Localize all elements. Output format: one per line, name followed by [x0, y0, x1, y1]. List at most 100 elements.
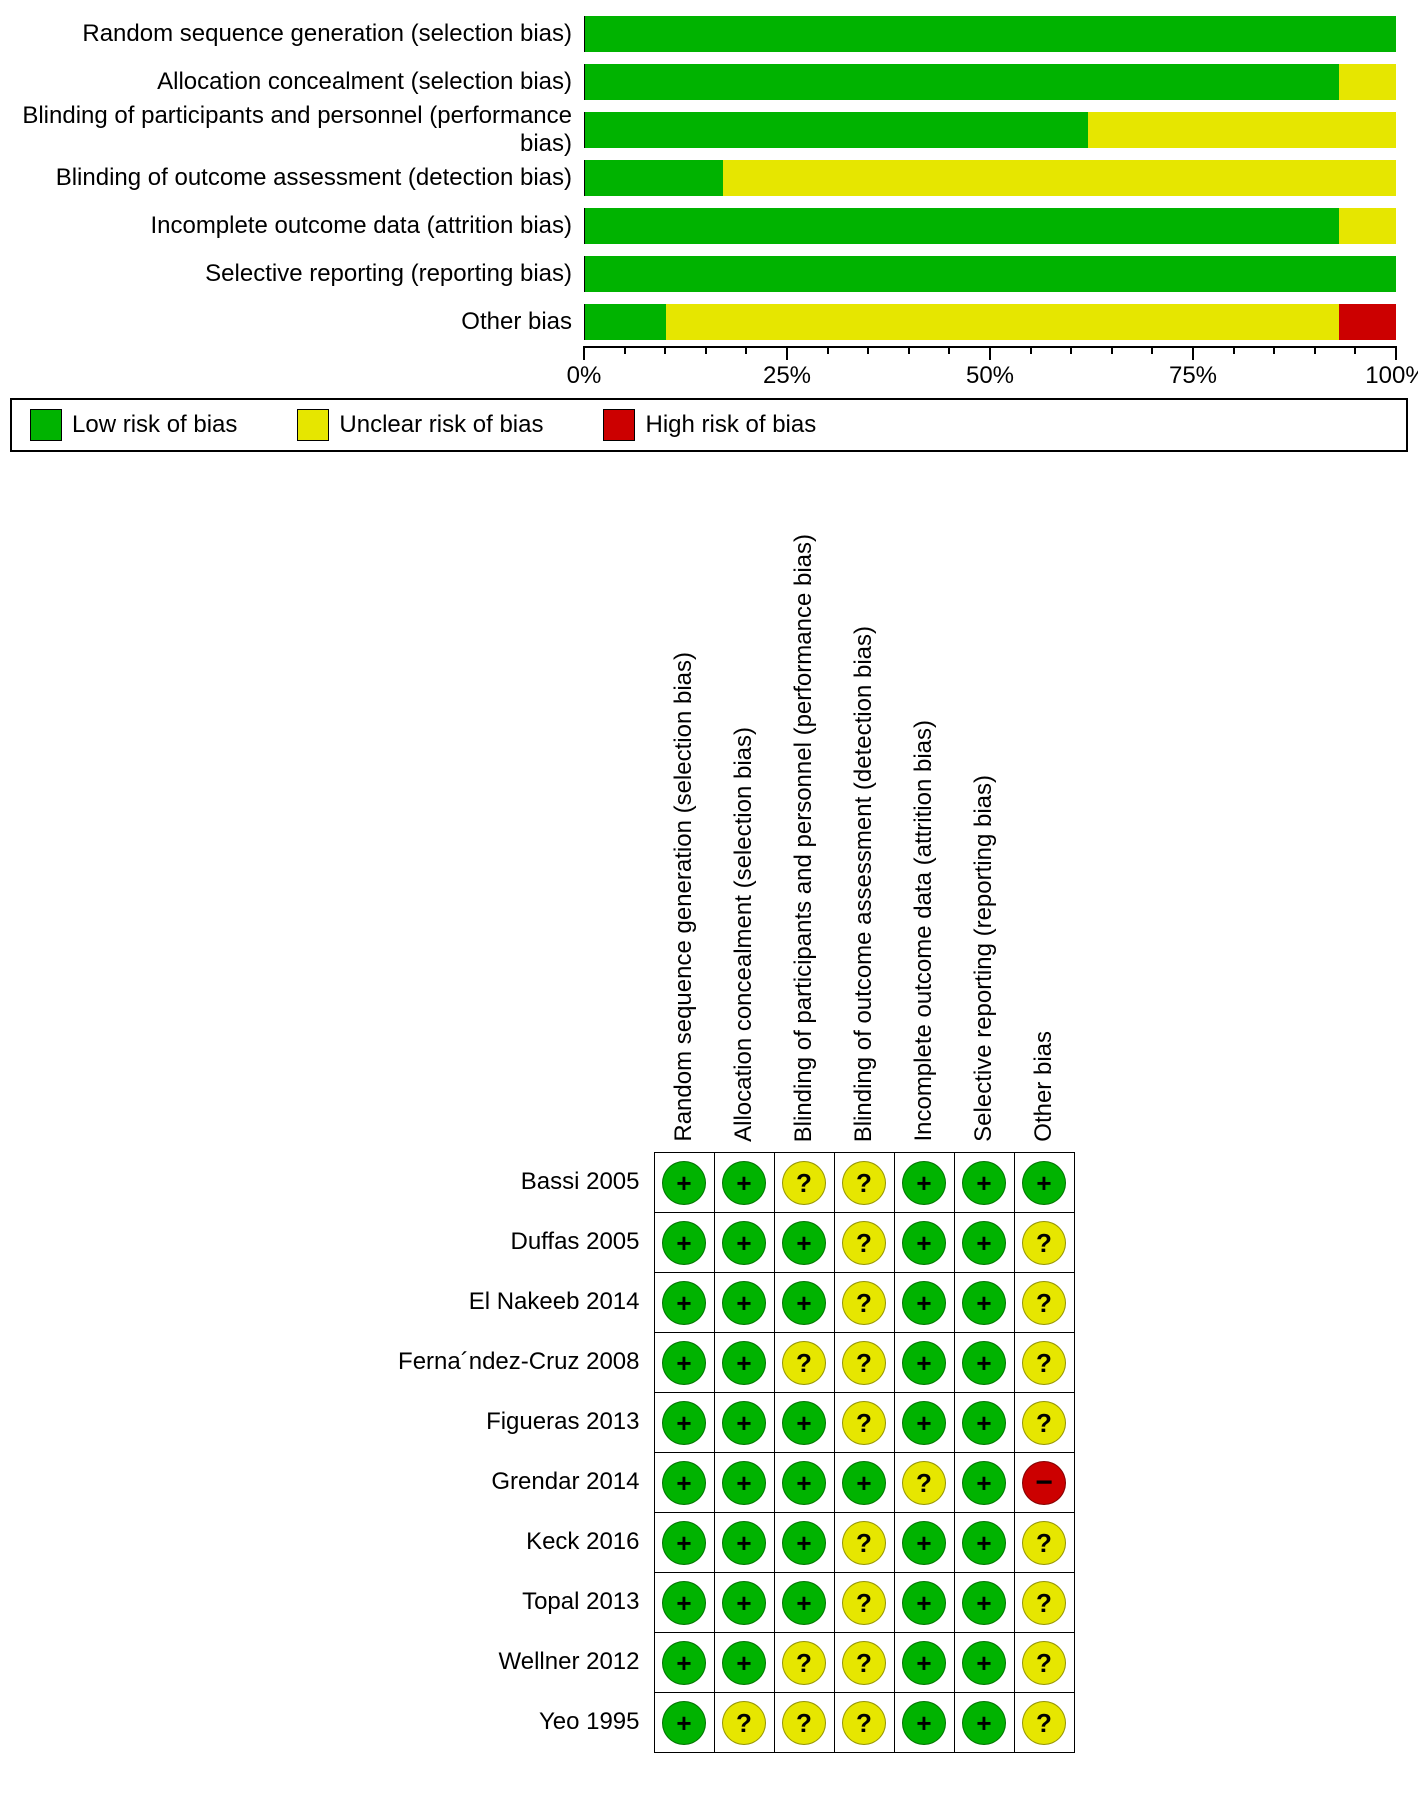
legend-low-label: Low risk of bias: [72, 411, 237, 439]
summary-row-label: Selective reporting (reporting bias): [10, 260, 584, 288]
matrix-cell: [775, 1273, 835, 1333]
risk-dot-low: [962, 1221, 1006, 1265]
matrix-cell: [895, 1153, 955, 1213]
risk-dot-low: [782, 1221, 826, 1265]
summary-row: Selective reporting (reporting bias): [10, 250, 1408, 298]
matrix-cell: [955, 1573, 1015, 1633]
matrix-cell: [715, 1693, 775, 1753]
summary-row: Blinding of outcome assessment (detectio…: [10, 154, 1408, 202]
risk-dot-low: [962, 1341, 1006, 1385]
matrix-cell: [1015, 1633, 1075, 1693]
matrix-cell: [775, 1513, 835, 1573]
matrix-cell: [955, 1693, 1015, 1753]
summary-segment-unclear: [1339, 208, 1396, 244]
matrix-cell: [655, 1153, 715, 1213]
summary-segment-unclear: [723, 160, 1396, 196]
matrix-cell: [655, 1693, 715, 1753]
summary-bar-track: [584, 160, 1396, 196]
summary-bar-track: [584, 112, 1396, 148]
matrix-row-label: Grendar 2014: [344, 1452, 654, 1512]
summary-segment-unclear: [666, 304, 1339, 340]
matrix-cell: [775, 1333, 835, 1393]
legend: Low risk of bias Unclear risk of bias Hi…: [10, 398, 1408, 452]
summary-row-label: Blinding of participants and personnel (…: [10, 102, 584, 158]
matrix-cell: [715, 1633, 775, 1693]
matrix-cell: [955, 1393, 1015, 1453]
matrix-cell: [1015, 1393, 1075, 1453]
risk-dot-unclear: [902, 1461, 946, 1505]
axis-tick-label: 75%: [1169, 362, 1217, 390]
matrix-cell: [1015, 1573, 1075, 1633]
risk-dot-low: [662, 1341, 706, 1385]
risk-dot-low: [722, 1221, 766, 1265]
matrix-row: [655, 1393, 1075, 1453]
matrix-cell: [955, 1333, 1015, 1393]
matrix-cell: [895, 1573, 955, 1633]
summary-segment-low: [585, 64, 1339, 100]
risk-dot-high: [1022, 1461, 1066, 1505]
matrix-cell: [775, 1453, 835, 1513]
matrix-cell: [835, 1393, 895, 1453]
matrix-cell: [955, 1273, 1015, 1333]
risk-dot-unclear: [842, 1581, 886, 1625]
risk-dot-unclear: [1022, 1581, 1066, 1625]
matrix-row: [655, 1273, 1075, 1333]
risk-dot-low: [782, 1281, 826, 1325]
risk-dot-low: [662, 1581, 706, 1625]
matrix-cell: [655, 1213, 715, 1273]
summary-row: Allocation concealment (selection bias): [10, 58, 1408, 106]
summary-row: Random sequence generation (selection bi…: [10, 10, 1408, 58]
risk-dot-unclear: [1022, 1401, 1066, 1445]
matrix-cell: [895, 1693, 955, 1753]
matrix-cell: [715, 1273, 775, 1333]
matrix-cell: [895, 1513, 955, 1573]
risk-dot-low: [902, 1581, 946, 1625]
matrix-row: [655, 1513, 1075, 1573]
risk-dot-low: [782, 1581, 826, 1625]
matrix-cell: [1015, 1213, 1075, 1273]
matrix-column-header: Random sequence generation (selection bi…: [654, 482, 714, 1142]
matrix-row-label: Bassi 2005: [344, 1152, 654, 1212]
matrix-cell: [655, 1333, 715, 1393]
summary-row: Blinding of participants and personnel (…: [10, 106, 1408, 154]
risk-dot-low: [902, 1221, 946, 1265]
risk-dot-low: [962, 1281, 1006, 1325]
risk-of-bias-summary-chart: Random sequence generation (selection bi…: [10, 10, 1408, 452]
matrix-cell: [835, 1513, 895, 1573]
matrix-row-label: Wellner 2012: [344, 1632, 654, 1692]
risk-dot-low: [662, 1521, 706, 1565]
axis-tick-label: 25%: [763, 362, 811, 390]
matrix-cell: [775, 1393, 835, 1453]
axis-tick-label: 0%: [567, 362, 602, 390]
risk-dot-low: [962, 1401, 1006, 1445]
legend-high-label: High risk of bias: [645, 411, 816, 439]
risk-dot-unclear: [1022, 1641, 1066, 1685]
risk-of-bias-matrix: Random sequence generation (selection bi…: [10, 482, 1408, 1753]
matrix-cell: [715, 1573, 775, 1633]
risk-dot-unclear: [782, 1161, 826, 1205]
matrix-row-labels: Bassi 2005Duffas 2005El Nakeeb 2014Ferna…: [344, 1152, 654, 1753]
matrix-row: [655, 1333, 1075, 1393]
risk-dot-low: [722, 1581, 766, 1625]
matrix-column-header-label: Allocation concealment (selection bias): [730, 721, 758, 1142]
matrix-cell: [955, 1453, 1015, 1513]
matrix-column-header-label: Random sequence generation (selection bi…: [670, 646, 698, 1142]
risk-dot-unclear: [842, 1221, 886, 1265]
matrix-cell: [895, 1333, 955, 1393]
summary-segment-high: [1339, 304, 1396, 340]
matrix-column-header-label: Other bias: [1030, 1025, 1058, 1142]
risk-dot-low: [722, 1401, 766, 1445]
legend-swatch-high: [603, 409, 635, 441]
matrix-cell: [655, 1273, 715, 1333]
risk-dot-unclear: [842, 1401, 886, 1445]
matrix-row-label: Duffas 2005: [344, 1212, 654, 1272]
matrix-cell: [655, 1633, 715, 1693]
matrix-row: [655, 1693, 1075, 1753]
matrix-column-header: Selective reporting (reporting bias): [954, 482, 1014, 1142]
risk-dot-low: [722, 1461, 766, 1505]
summary-segment-low: [585, 160, 723, 196]
matrix-cell: [835, 1633, 895, 1693]
risk-dot-low: [722, 1641, 766, 1685]
risk-dot-low: [722, 1341, 766, 1385]
matrix-cell: [955, 1513, 1015, 1573]
